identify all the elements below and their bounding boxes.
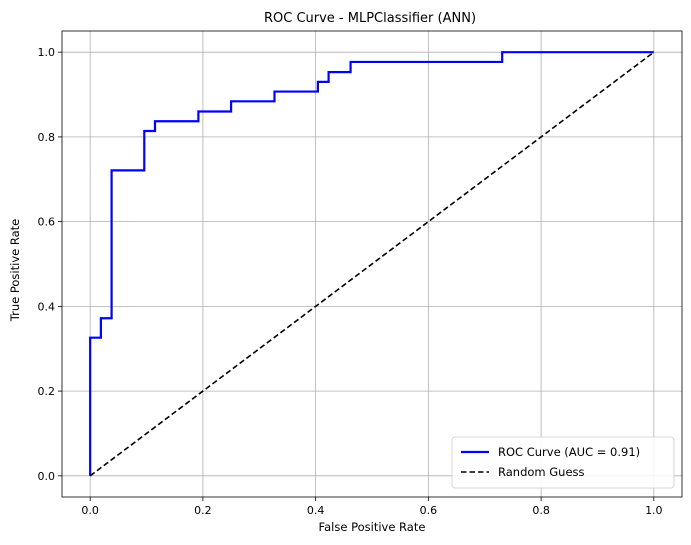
random-guess-line xyxy=(89,51,655,477)
x-tick-label: 1.0 xyxy=(645,504,663,517)
x-axis-ticks: 0.0 0.2 0.4 0.6 0.8 1.0 xyxy=(81,497,663,517)
y-tick-label: 0.2 xyxy=(38,385,56,398)
y-axis-ticks: 0.0 0.2 0.4 0.6 0.8 1.0 xyxy=(38,46,62,483)
plot-frame xyxy=(61,30,683,498)
legend-label-random-guess: Random Guess xyxy=(498,465,585,479)
x-tick-label: 0.0 xyxy=(81,504,99,517)
grid-lines xyxy=(62,31,682,497)
chart-title: ROC Curve - MLPClassifier (ANN) xyxy=(264,11,476,26)
y-axis-label: True Positive Rate xyxy=(8,219,22,322)
y-tick-label: 0.4 xyxy=(38,300,56,313)
y-tick-label: 0.8 xyxy=(38,131,56,144)
y-tick-label: 1.0 xyxy=(38,46,56,59)
y-tick-label: 0.6 xyxy=(38,216,56,229)
roc-curve-line xyxy=(89,51,654,476)
y-tick-label: 0.0 xyxy=(38,470,56,483)
legend-box xyxy=(451,436,675,489)
x-tick-label: 0.6 xyxy=(420,504,438,517)
legend: ROC Curve (AUC = 0.91) Random Guess xyxy=(451,436,675,489)
x-tick-label: 0.4 xyxy=(307,504,325,517)
plot-area xyxy=(89,51,655,477)
legend-label-roc-curve: ROC Curve (AUC = 0.91) xyxy=(498,445,640,459)
x-axis-label: False Positive Rate xyxy=(319,520,426,534)
x-tick-label: 0.2 xyxy=(194,504,212,517)
x-tick-label: 0.8 xyxy=(532,504,550,517)
